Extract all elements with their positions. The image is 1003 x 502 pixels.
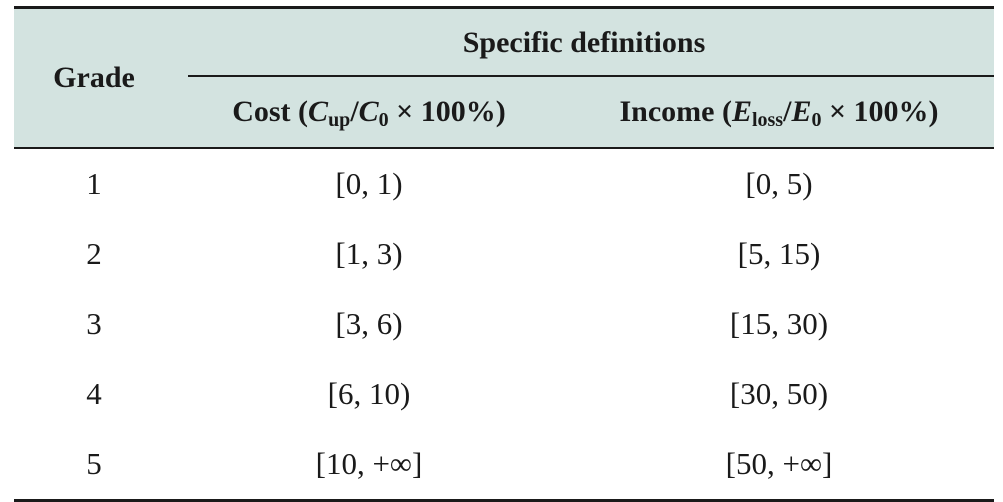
cost-header-slash: / (350, 95, 359, 128)
income-header-sub2: 0 (811, 109, 822, 131)
cost-header-sub2: 0 (378, 109, 389, 131)
income-header-slash: / (783, 95, 792, 128)
grade-definitions-table-wrap: Grade Specific definitions Cost (Cup/C0 … (14, 6, 995, 502)
cost-cell: [3, 6) (335, 306, 403, 341)
income-header-suffix: × 100%) (821, 95, 939, 128)
income-header-sub1: loss (751, 109, 784, 131)
header-row-top: Grade Specific definitions (14, 6, 995, 149)
grade-definitions-table: Grade Specific definitions Cost (Cup/C0 … (14, 6, 995, 502)
income-cell: [5, 15) (737, 236, 821, 271)
income-header-var1: E (731, 95, 752, 128)
grade-cell: 3 (86, 306, 102, 341)
cost-cell: [0, 1) (335, 166, 403, 201)
income-header-prefix: Income ( (619, 95, 732, 128)
cost-header-var1: C (308, 95, 329, 128)
table-row: 4 [6, 10) [30, 50) (14, 359, 994, 429)
specific-definitions-header: Specific definitions (174, 6, 995, 77)
income-cell: [15, 30) (729, 306, 829, 341)
specific-definitions-label: Specific definitions (462, 26, 706, 59)
grade-cell: 2 (86, 236, 102, 271)
table-row: 1 [0, 1) [0, 5) (14, 148, 994, 219)
income-cell: [30, 50) (729, 376, 829, 411)
income-column-header: Income (Eloss/E0 × 100%) (564, 77, 995, 149)
income-cell: [50, +∞] (564, 429, 995, 502)
cost-column-header: Cost (Cup/C0 × 100%) (174, 77, 564, 149)
table-row: 3 [3, 6) [15, 30) (14, 289, 994, 359)
table-row: 2 [1, 3) [5, 15) (14, 219, 994, 289)
cost-cell: [10, +∞] (174, 429, 564, 502)
header-row-bottom: Cost (Cup/C0 × 100%) Income (Eloss/E0 × … (14, 77, 995, 149)
group-header-rule (188, 75, 995, 77)
cost-header-prefix: Cost ( (232, 95, 309, 128)
table-row: 5 [10, +∞] [50, +∞] (14, 429, 995, 502)
grade-column-header: Grade (14, 6, 174, 149)
income-cell: [0, 5) (745, 166, 813, 201)
cost-header-suffix: × 100%) (388, 95, 506, 128)
grade-cell: 1 (86, 166, 102, 201)
grade-cell: 4 (86, 376, 102, 411)
cost-cell: [6, 10) (327, 376, 411, 411)
table-header: Grade Specific definitions Cost (Cup/C0 … (14, 6, 995, 149)
income-header-var2: E (791, 95, 812, 128)
grade-cell: 5 (14, 429, 174, 502)
cost-cell: [1, 3) (335, 236, 403, 271)
cost-header-var2: C (358, 95, 379, 128)
cost-header-sub1: up (328, 109, 351, 131)
table-body: 1 [0, 1) [0, 5) 2 [1, 3) [5, 15) 3 [3, 6… (14, 148, 995, 502)
